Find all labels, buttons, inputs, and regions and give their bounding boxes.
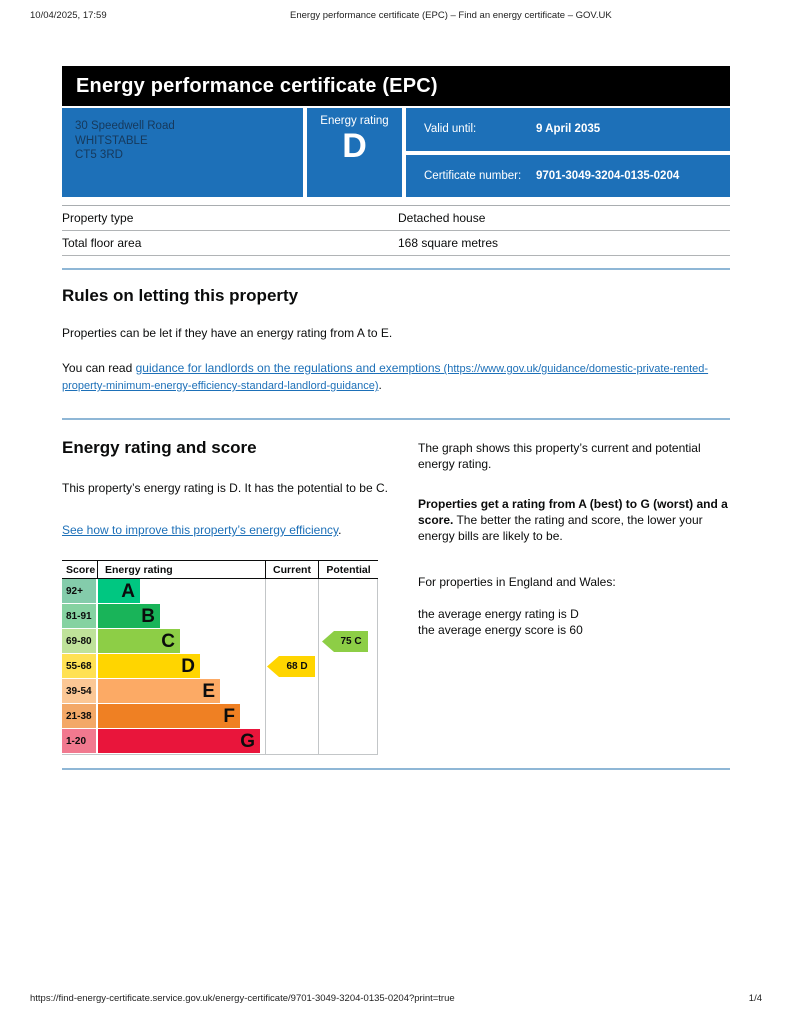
band-bar: C — [98, 629, 180, 653]
chart-header-potential: Potential — [318, 561, 378, 578]
rating-column-left: Energy rating and score This property’s … — [62, 438, 397, 755]
print-page-title: Energy performance certificate (EPC) – F… — [290, 10, 612, 21]
guidance-text-prefix: You can read — [62, 361, 136, 375]
landlord-guidance-link-text: guidance for landlords on the regulation… — [135, 361, 441, 375]
rating-scale-rest: The better the rating and score, the low… — [418, 513, 703, 543]
property-details-table: Property type Detached house Total floor… — [62, 205, 730, 256]
rules-heading: Rules on letting this property — [62, 286, 299, 305]
rating-summary-para: This property’s energy rating is D. It h… — [62, 481, 388, 495]
band-bar: D — [98, 654, 200, 678]
potential-rating-arrow: 75 C — [322, 631, 368, 652]
section-divider — [62, 418, 730, 420]
certificate-page: Energy performance certificate (EPC) 30 … — [62, 66, 730, 770]
rating-heading: Energy rating and score — [62, 438, 257, 457]
chart-column-line — [377, 579, 378, 754]
address-line-1: 30 Speedwell Road — [75, 120, 175, 132]
band-bar: F — [98, 704, 240, 728]
rating-scale-bold: Properties get a rating from A (best) to… — [418, 497, 728, 527]
print-footer-url: https://find-energy-certificate.service.… — [30, 993, 455, 1004]
band-score-label: 21-38 — [62, 704, 98, 728]
epc-band-row-g: 1-20 G — [62, 729, 378, 754]
improve-para: See how to improve this property’s energ… — [62, 522, 357, 538]
band-score-label: 1-20 — [62, 729, 98, 753]
epc-band-row-b: 81-91 B — [62, 604, 378, 629]
address-line-2: WHITSTABLE — [75, 134, 148, 147]
band-score-label: 69-80 — [62, 629, 98, 653]
epc-chart: Score Energy rating Current Potential 92… — [62, 560, 378, 755]
chart-column-line — [318, 579, 319, 754]
energy-rating-value: D — [342, 127, 367, 165]
epc-band-row-c: 69-80 C — [62, 629, 378, 654]
epc-band-row-d: 55-68 D — [62, 654, 378, 679]
current-rating-arrow: 68 D — [267, 656, 315, 677]
section-divider — [62, 768, 730, 770]
print-datetime: 10/04/2025, 17:59 — [30, 10, 107, 21]
band-score-label: 81-91 — [62, 604, 98, 628]
band-score-label: 39-54 — [62, 679, 98, 703]
band-letter: A — [121, 580, 135, 602]
band-bar: E — [98, 679, 220, 703]
floor-area-label: Total floor area — [62, 236, 142, 250]
print-header: 10/04/2025, 17:59 Energy performance cer… — [30, 10, 762, 21]
band-bar: B — [98, 604, 160, 628]
energy-rating-box: Energy rating D — [307, 108, 402, 197]
print-footer-page-number: 1/4 — [748, 993, 762, 1004]
epc-chart-header: Score Energy rating Current Potential — [62, 560, 378, 579]
certificate-number-row: Certificate number: 9701-3049-3204-0135-… — [406, 154, 730, 197]
chart-header-score: Score — [62, 561, 98, 578]
band-letter: D — [181, 655, 195, 677]
landlord-guidance-link-url: (https://www.gov.uk/guidance/domestic-pr… — [62, 363, 709, 392]
table-row: Property type Detached house — [62, 206, 730, 231]
rules-para: Properties can be let if they have an en… — [62, 326, 393, 340]
chart-header-current: Current — [265, 561, 318, 578]
rating-scale-para: Properties get a rating from A (best) to… — [418, 496, 730, 544]
epc-chart-body: 92+ A 81-91 B 69-80 C 55-68 D 39-54 E 21-38 F 1-20 G 6… — [62, 579, 378, 755]
average-score-line: the average energy score is 60 — [418, 623, 583, 637]
table-row: Total floor area 168 square metres — [62, 231, 730, 256]
band-score-label: 55-68 — [62, 654, 98, 678]
band-letter: E — [202, 680, 215, 702]
england-wales-para: For properties in England and Wales: — [418, 575, 616, 589]
band-letter: C — [161, 630, 175, 652]
graph-explainer-para: The graph shows this property’s current … — [418, 441, 701, 471]
band-score-label: 92+ — [62, 579, 98, 603]
improve-efficiency-link[interactable]: See how to improve this property’s energ… — [62, 523, 339, 537]
energy-rating-label: Energy rating — [320, 115, 389, 127]
valid-until-row: Valid until: 9 April 2035 — [406, 108, 730, 151]
epc-band-row-a: 92+ A — [62, 579, 378, 604]
address-line-3: CT5 3RD — [75, 149, 123, 161]
improve-link-suffix: . — [338, 523, 342, 537]
floor-area-value: 168 square metres — [398, 236, 499, 250]
certificate-banner: Energy performance certificate (EPC) — [62, 66, 730, 106]
chart-column-line — [265, 579, 266, 754]
landlord-guidance-link[interactable]: guidance for landlords on the regulation… — [62, 361, 708, 392]
certificate-number-label: Certificate number: — [424, 169, 522, 182]
chart-header-rating: Energy rating — [105, 563, 173, 576]
rules-guidance-para: You can read guidance for landlords on t… — [62, 360, 730, 394]
band-bar: A — [98, 579, 140, 603]
band-letter: F — [223, 705, 235, 727]
average-rating-line: the average energy rating is D — [418, 607, 579, 621]
certificate-summary-box: 30 Speedwell Road WHITSTABLE CT5 3RD Ene… — [62, 108, 730, 197]
certificate-number-value: 9701-3049-3204-0135-0204 — [536, 169, 680, 182]
valid-until-label: Valid until: — [424, 123, 477, 136]
band-letter: B — [141, 605, 155, 627]
valid-until-value: 9 April 2035 — [536, 123, 601, 136]
band-letter: G — [240, 730, 255, 752]
average-stats: the average energy rating is D the avera… — [418, 606, 730, 638]
energy-rating-section: Energy rating and score This property’s … — [62, 438, 730, 755]
epc-band-row-e: 39-54 E — [62, 679, 378, 704]
property-type-label: Property type — [62, 211, 134, 225]
property-address: 30 Speedwell Road WHITSTABLE CT5 3RD — [62, 108, 303, 197]
band-bar: G — [98, 729, 260, 753]
guidance-text-suffix: . — [378, 378, 382, 392]
certificate-title: Energy performance certificate (EPC) — [76, 74, 438, 97]
epc-band-row-f: 21-38 F — [62, 704, 378, 729]
section-divider — [62, 268, 730, 270]
certificate-meta: Valid until: 9 April 2035 Certificate nu… — [406, 108, 730, 197]
rating-column-right: The graph shows this property’s current … — [418, 438, 730, 755]
property-type-value: Detached house — [398, 211, 486, 225]
print-footer: https://find-energy-certificate.service.… — [30, 993, 762, 1004]
